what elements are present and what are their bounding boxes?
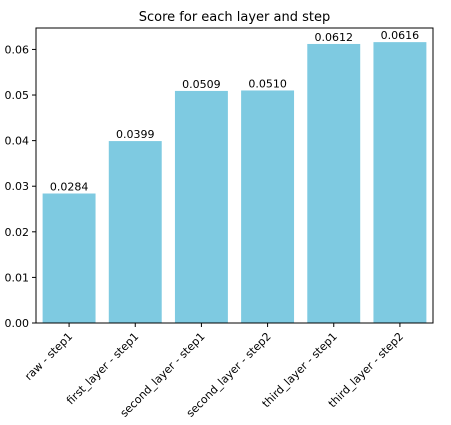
y-axis: 0.00 0.01 0.02 0.03 0.04 0.05 0.06 [5, 43, 36, 330]
y-tick-label: 0.03 [5, 180, 30, 193]
bar [307, 43, 361, 324]
bar-value-label: 0.0509 [182, 78, 221, 91]
bar [241, 90, 295, 323]
chart-title: Score for each layer and step [139, 10, 331, 25]
y-tick-label: 0.05 [5, 89, 30, 102]
x-tick-label: third_layer - step2 [326, 330, 406, 410]
y-tick-label: 0.00 [5, 317, 30, 330]
bar [174, 90, 228, 323]
y-tick-label: 0.04 [5, 135, 30, 148]
bar [373, 42, 427, 324]
bar-value-label: 0.0616 [381, 29, 420, 42]
bar [108, 141, 162, 323]
x-tick-label: raw - step1 [22, 330, 75, 383]
y-tick-label: 0.06 [5, 43, 30, 56]
bars-group: 0.0284 0.0399 0.0509 0.0510 0.0612 0.0616 [42, 29, 427, 324]
y-tick-label: 0.01 [5, 271, 30, 284]
bar-value-label: 0.0510 [248, 77, 287, 90]
bar-value-label: 0.0399 [116, 128, 155, 141]
plot-frame [35, 27, 434, 324]
y-tick-label: 0.02 [5, 226, 30, 239]
bar-value-label: 0.0612 [315, 31, 354, 44]
bar [42, 193, 96, 323]
bar-value-label: 0.0284 [50, 181, 89, 194]
x-tick-label: first_layer - step1 [64, 330, 141, 407]
